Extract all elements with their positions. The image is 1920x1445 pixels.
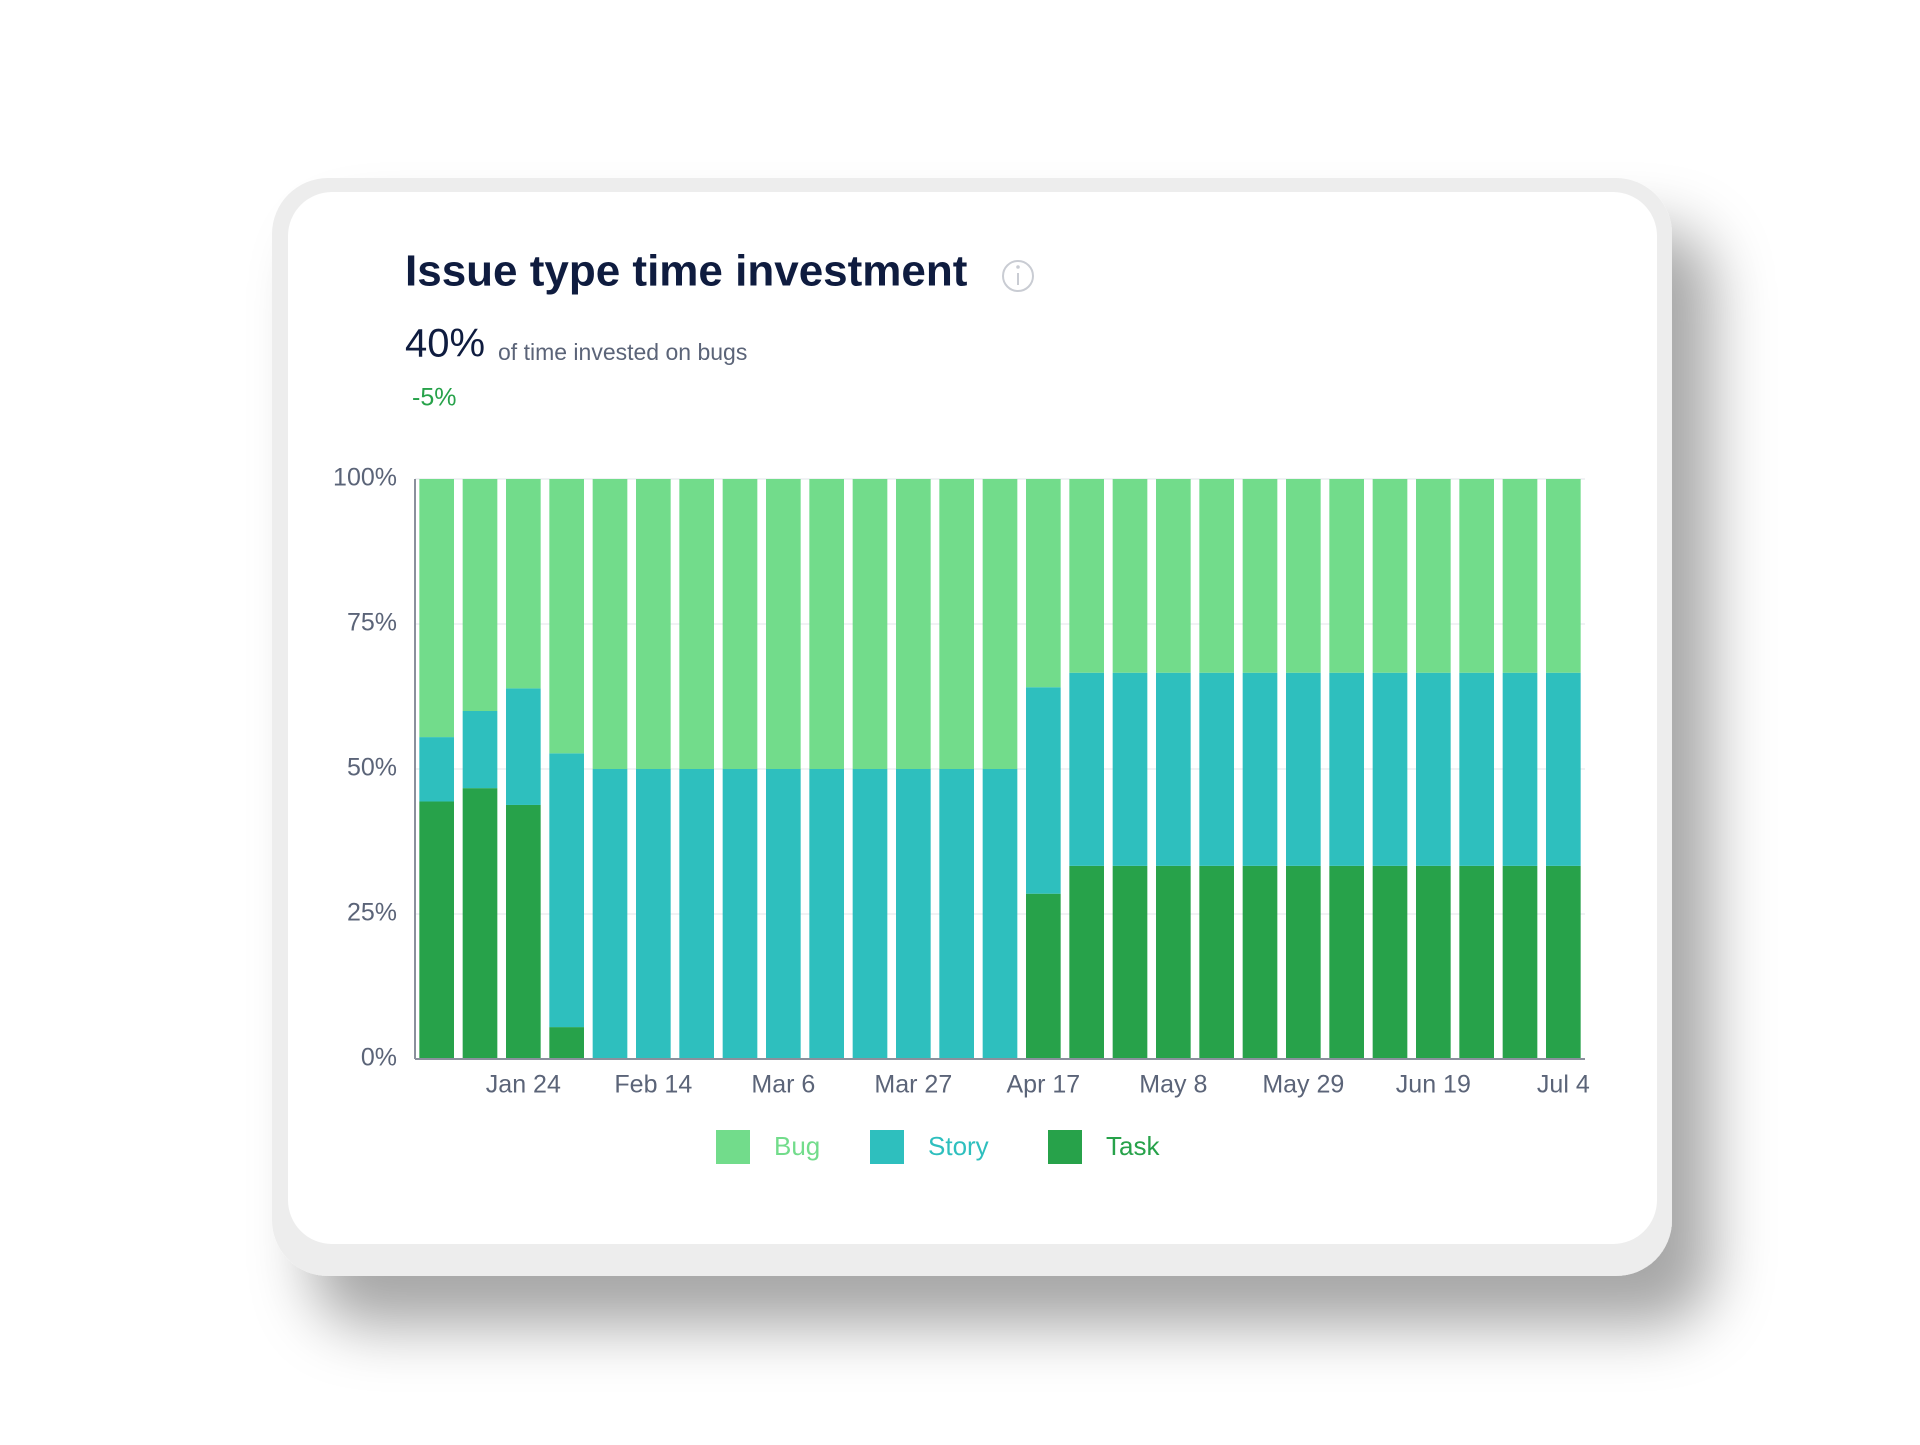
bar-segment	[982, 479, 1018, 769]
bar-segment	[636, 769, 671, 1059]
y-tick-label: 0%	[361, 1044, 397, 1072]
bar-segment	[592, 479, 628, 769]
bar-segment	[1242, 672, 1278, 866]
bar-segment	[679, 479, 714, 769]
bar-segment	[1329, 672, 1364, 866]
stat-label: of time invested on bugs	[498, 339, 747, 365]
x-tick-label: Jul 4	[1537, 1071, 1590, 1099]
bar-segment	[1502, 865, 1538, 1059]
bar-segment	[506, 804, 541, 1059]
bar-segment	[1372, 672, 1408, 866]
bar-segment	[1372, 479, 1408, 673]
bar-segment	[1459, 479, 1494, 673]
bar-segment	[419, 737, 454, 802]
bar-segment	[636, 479, 671, 769]
chart-title: Issue type time investment	[405, 247, 968, 296]
bar-segment	[896, 769, 931, 1059]
bar-segment	[939, 479, 974, 769]
x-tick-label: Mar 27	[874, 1071, 952, 1099]
bar-segment	[1026, 893, 1061, 1059]
bar-segment	[982, 769, 1018, 1059]
bar-segment	[1199, 865, 1234, 1059]
bar-segment	[1416, 479, 1451, 673]
x-tick-label: Mar 6	[751, 1071, 815, 1099]
bar-segment	[809, 479, 844, 769]
bar-segment	[1459, 672, 1494, 866]
bar-segment	[1329, 865, 1364, 1059]
bar-segment	[1546, 672, 1581, 866]
bar-segment	[419, 479, 454, 738]
bar-segment	[1286, 479, 1321, 673]
bar-segment	[1069, 865, 1104, 1059]
bar-segment	[1286, 865, 1321, 1059]
x-tick-label: Jan 24	[486, 1071, 561, 1099]
bar-segment	[1502, 672, 1538, 866]
legend-label: Task	[1106, 1131, 1160, 1161]
stat-change: -5%	[412, 384, 456, 412]
bar-segment	[852, 769, 888, 1059]
y-tick-label: 50%	[347, 754, 397, 782]
bar-segment	[1416, 865, 1451, 1059]
bar-segment	[1199, 479, 1234, 673]
bar-segment	[1286, 672, 1321, 866]
bar-segment	[1156, 479, 1191, 673]
legend-swatch	[870, 1130, 904, 1164]
bar-segment	[896, 479, 931, 769]
y-tick-label: 25%	[347, 899, 397, 927]
bar-segment	[1112, 865, 1148, 1059]
bar-segment	[1502, 479, 1538, 673]
bar-segment	[939, 769, 974, 1059]
bar-segment	[549, 753, 584, 1028]
bar-segment	[1459, 865, 1494, 1059]
bar-segment	[1156, 865, 1191, 1059]
x-tick-label: Jun 19	[1396, 1071, 1471, 1099]
legend-label: Story	[928, 1131, 989, 1161]
bar-segment	[1156, 672, 1191, 866]
bar-segment	[1372, 865, 1408, 1059]
bar-segment	[549, 479, 584, 754]
x-tick-label: Apr 17	[1006, 1071, 1080, 1099]
x-tick-label: Feb 14	[614, 1071, 692, 1099]
bar-segment	[1069, 479, 1104, 673]
bar-segment	[766, 479, 801, 769]
bar-segment	[722, 769, 758, 1059]
bar-segment	[1546, 479, 1581, 673]
bar-segment	[506, 688, 541, 805]
bar-segment	[462, 711, 498, 789]
bar-segment	[1112, 672, 1148, 866]
info-icon[interactable]	[1002, 260, 1034, 292]
x-tick-label: May 29	[1262, 1071, 1344, 1099]
bar-segment	[1026, 687, 1061, 894]
bar-segment	[549, 1027, 584, 1059]
legend-swatch	[1048, 1130, 1082, 1164]
bar-segment	[1416, 672, 1451, 866]
bar-segment	[1026, 479, 1061, 688]
bar-segment	[722, 479, 758, 769]
bar-segment	[462, 479, 498, 711]
bar-segment	[1242, 479, 1278, 673]
y-tick-label: 75%	[347, 609, 397, 637]
legend-swatch	[716, 1130, 750, 1164]
y-tick-label: 100%	[333, 464, 397, 492]
legend-label: Bug	[774, 1131, 820, 1161]
bar-segment	[852, 479, 888, 769]
bar-segment	[1069, 672, 1104, 866]
bar-segment	[506, 479, 541, 689]
bar-segment	[592, 769, 628, 1059]
bar-segment	[1242, 865, 1278, 1059]
bar-segment	[462, 788, 498, 1059]
bar-segment	[419, 801, 454, 1059]
x-tick-label: May 8	[1139, 1071, 1207, 1099]
bar-segment	[1546, 865, 1581, 1059]
bar-segment	[766, 769, 801, 1059]
stat-value: 40%	[405, 322, 485, 366]
bar-segment	[1199, 672, 1234, 866]
bar-segment	[1112, 479, 1148, 673]
bar-segment	[679, 769, 714, 1059]
bar-segment	[809, 769, 844, 1059]
bar-segment	[1329, 479, 1364, 673]
